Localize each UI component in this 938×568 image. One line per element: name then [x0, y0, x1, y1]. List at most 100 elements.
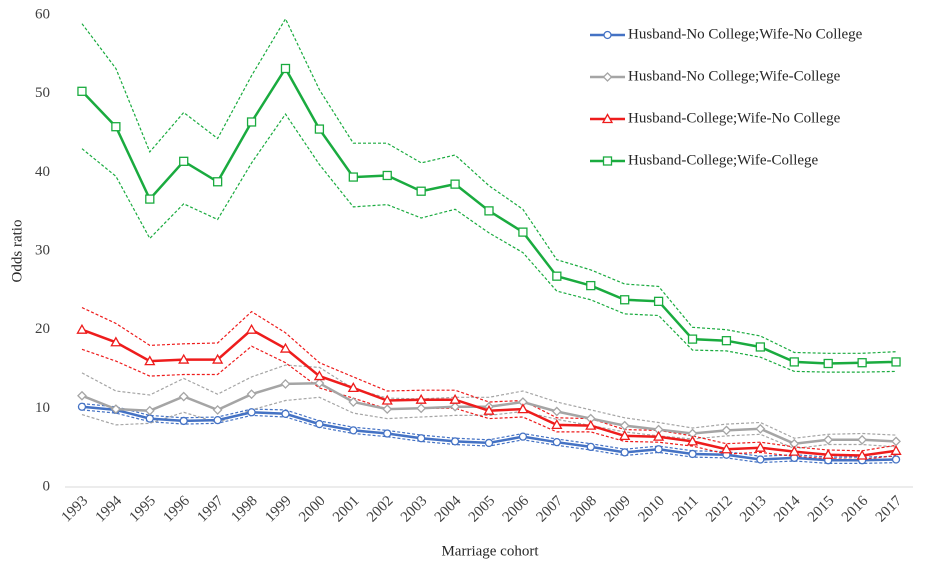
point [110, 404, 121, 415]
point [551, 419, 563, 430]
legend-label: Husband-College;Wife-College [628, 152, 819, 168]
x-tick-label: 2012 [703, 493, 736, 526]
point [76, 323, 88, 334]
x-tick-label: 2003 [398, 493, 431, 526]
x-tick-label: 2008 [567, 493, 600, 526]
point [348, 397, 359, 407]
point [179, 416, 188, 426]
point [755, 342, 766, 352]
y-tick-label: 0 [43, 478, 51, 494]
point [789, 357, 799, 367]
legend-label: Husband-College;Wife-No College [628, 110, 841, 126]
point [212, 177, 223, 187]
point [788, 445, 800, 456]
point [484, 206, 494, 216]
point [417, 434, 426, 443]
point [281, 409, 290, 418]
x-tick-label: 2009 [601, 493, 634, 526]
point [145, 414, 154, 423]
point [347, 382, 359, 393]
y-axis-title: Odds ratio [9, 220, 25, 283]
x-tick-label: 2013 [737, 493, 770, 526]
point [619, 430, 631, 441]
point [857, 358, 867, 368]
point [653, 296, 664, 306]
point [891, 455, 901, 464]
y-tick-label: 10 [35, 400, 50, 416]
point [601, 113, 614, 124]
point [552, 271, 562, 281]
point [823, 358, 833, 369]
legend-item: Husband-College;Wife-College [590, 152, 819, 168]
x-tick-label: 1995 [127, 493, 160, 526]
point [891, 436, 901, 447]
point [619, 420, 630, 431]
x-tick-label: 1993 [59, 493, 92, 526]
x-axis-title: Marriage cohort [441, 543, 539, 559]
point [620, 448, 629, 457]
point [111, 122, 121, 132]
point [179, 156, 189, 166]
x-tick-label: 2011 [670, 493, 702, 525]
y-tick-label: 30 [35, 242, 50, 258]
point [687, 334, 698, 344]
point [382, 170, 392, 181]
point [178, 391, 189, 402]
point [450, 401, 460, 412]
point [654, 445, 663, 454]
x-tick-label: 2002 [364, 493, 397, 526]
point [313, 370, 326, 381]
point [77, 86, 87, 96]
x-tick-label: 2017 [873, 493, 906, 526]
point [755, 423, 766, 434]
point [586, 442, 595, 452]
point [279, 342, 292, 353]
point [315, 419, 324, 429]
x-tick-label: 2015 [805, 493, 838, 526]
point [756, 455, 765, 464]
point [212, 404, 223, 415]
point [857, 434, 868, 445]
legend-label: Husband-No College;Wife-No College [628, 26, 863, 42]
y-tick-label: 40 [35, 164, 50, 180]
point [602, 156, 613, 166]
x-tick-label: 1996 [160, 493, 193, 526]
point [603, 30, 612, 40]
legend-item: Husband-College;Wife-No College [590, 110, 841, 126]
x-tick-label: 2001 [330, 493, 363, 526]
confidence-bound [81, 307, 897, 452]
point [586, 280, 596, 291]
point [246, 389, 257, 400]
x-tick-label: 2005 [466, 493, 499, 526]
point [484, 438, 494, 448]
point [450, 437, 460, 446]
point [620, 295, 630, 305]
point [652, 430, 665, 441]
point [77, 402, 87, 411]
x-tick-label: 2000 [296, 493, 329, 526]
point [551, 406, 562, 417]
point [383, 429, 392, 438]
point [552, 438, 561, 447]
point [483, 404, 495, 415]
point [856, 449, 868, 460]
point [382, 404, 393, 415]
point [110, 336, 122, 347]
point [381, 394, 393, 405]
x-tick-label: 1999 [262, 493, 295, 526]
series-line [81, 328, 897, 457]
point [823, 434, 834, 445]
point [314, 378, 325, 389]
point [77, 390, 87, 401]
point [585, 419, 597, 430]
point [754, 441, 766, 452]
confidence-bound [81, 364, 897, 439]
point [280, 63, 291, 74]
point [890, 444, 902, 455]
x-tick-label: 2014 [771, 493, 804, 526]
point [212, 353, 224, 364]
confidence-bound [81, 17, 897, 354]
y-tick-label: 60 [35, 6, 50, 22]
legend-item: Husband-No College;Wife-No College [590, 26, 863, 42]
